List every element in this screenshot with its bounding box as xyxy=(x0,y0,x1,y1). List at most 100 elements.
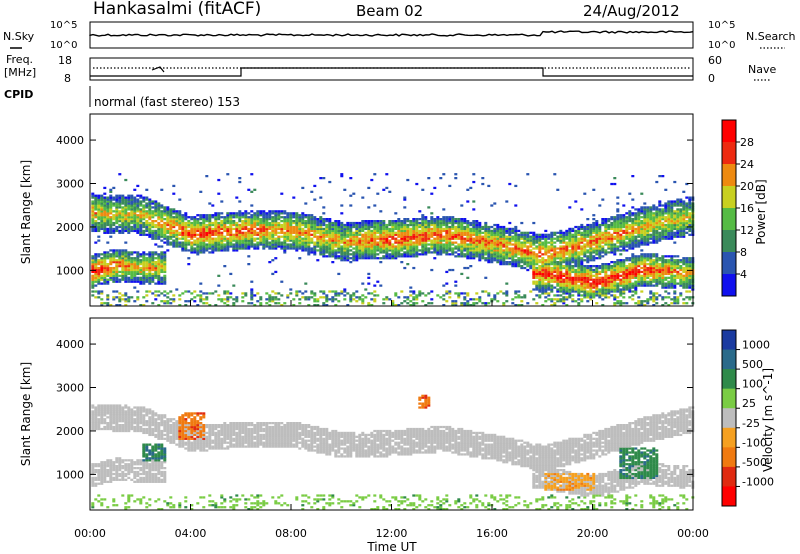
power-cell xyxy=(274,247,278,250)
power-cell xyxy=(124,266,128,270)
power-cell xyxy=(256,218,260,221)
power-cell xyxy=(343,241,347,244)
power-cell xyxy=(97,280,101,283)
power-cell xyxy=(574,253,578,256)
power-cell xyxy=(163,302,167,305)
power-cell xyxy=(454,302,458,305)
power-cell xyxy=(148,280,152,283)
power-cell xyxy=(586,274,590,277)
power-cell xyxy=(133,270,137,274)
power-cell xyxy=(247,227,251,231)
power-cell xyxy=(448,221,452,225)
power-cell xyxy=(397,229,401,233)
power-cell xyxy=(352,237,356,240)
power-cell xyxy=(196,214,200,217)
power-cell xyxy=(481,255,485,258)
power-cell xyxy=(160,259,164,262)
power-cell xyxy=(511,302,515,305)
power-cell xyxy=(556,268,560,272)
power-cell xyxy=(379,243,383,246)
power-cell xyxy=(163,290,167,293)
power-cell xyxy=(568,282,572,285)
power-cell xyxy=(226,245,230,248)
power-cell xyxy=(181,231,185,234)
power-cell xyxy=(202,233,206,236)
power-cell xyxy=(604,266,608,270)
power-cell xyxy=(643,223,647,227)
power-cell xyxy=(469,304,473,307)
power-cell xyxy=(439,231,443,234)
power-cell xyxy=(127,261,131,264)
power-cell xyxy=(583,192,587,195)
power-cell xyxy=(211,214,215,217)
power-cell xyxy=(634,221,638,225)
power-cell xyxy=(487,253,491,256)
power-cell xyxy=(613,247,617,250)
power-cell xyxy=(442,251,446,254)
power-cell xyxy=(586,251,590,254)
power-cell xyxy=(166,216,170,219)
power-cell xyxy=(115,198,119,201)
power-cell xyxy=(319,231,323,234)
power-cell xyxy=(598,247,602,250)
power-cell xyxy=(577,266,581,270)
power-cell xyxy=(250,239,254,242)
power-cell xyxy=(466,300,470,303)
power-cell xyxy=(607,280,611,283)
power-cell xyxy=(211,216,215,219)
power-cell xyxy=(346,253,350,256)
power-cell xyxy=(652,241,656,244)
power-cell xyxy=(133,263,137,266)
power-cell xyxy=(145,278,149,281)
power-cell xyxy=(463,227,467,231)
power-cell xyxy=(151,229,155,233)
power-cell xyxy=(133,259,137,262)
power-cell xyxy=(136,255,140,258)
power-cell xyxy=(610,276,614,279)
power-cell xyxy=(454,255,458,258)
power-cell xyxy=(274,231,278,234)
power-cell xyxy=(280,235,284,238)
power-cell xyxy=(532,233,536,236)
power-cell xyxy=(541,270,545,274)
power-cell xyxy=(640,239,644,242)
power-cell xyxy=(118,218,122,221)
power-cell xyxy=(568,268,572,272)
power-cell xyxy=(130,276,134,279)
power-cell xyxy=(496,253,500,256)
power-cell xyxy=(448,241,452,244)
power-cell xyxy=(298,290,302,293)
power-cell xyxy=(595,251,599,254)
power-cell xyxy=(214,212,218,215)
power-cell xyxy=(436,233,440,236)
power-cell xyxy=(568,233,572,236)
power-cell xyxy=(574,251,578,254)
power-cell xyxy=(484,253,488,256)
power-cell xyxy=(319,216,323,219)
power-cell xyxy=(559,245,563,248)
power-cell xyxy=(376,229,380,233)
power-cell xyxy=(238,223,242,227)
power-cell xyxy=(322,247,326,250)
power-cell xyxy=(193,227,197,231)
power-cell xyxy=(325,243,329,246)
power-cell xyxy=(97,225,101,229)
power-cell xyxy=(139,266,143,270)
power-cell xyxy=(322,221,326,225)
power-cell xyxy=(358,257,362,260)
power-cell xyxy=(499,229,503,233)
power-cell xyxy=(412,298,416,301)
power-cell xyxy=(193,243,197,246)
power-cell xyxy=(199,227,203,231)
power-cell xyxy=(574,284,578,287)
power-cell xyxy=(352,235,356,238)
power-cell xyxy=(583,290,587,293)
power-cell xyxy=(595,282,599,285)
power-cell xyxy=(427,235,431,238)
power-cell xyxy=(139,261,143,264)
power-cell xyxy=(94,274,98,277)
power-cell xyxy=(355,235,359,238)
power-cell xyxy=(100,270,104,274)
power-cell xyxy=(298,229,302,233)
power-cell xyxy=(247,229,251,233)
